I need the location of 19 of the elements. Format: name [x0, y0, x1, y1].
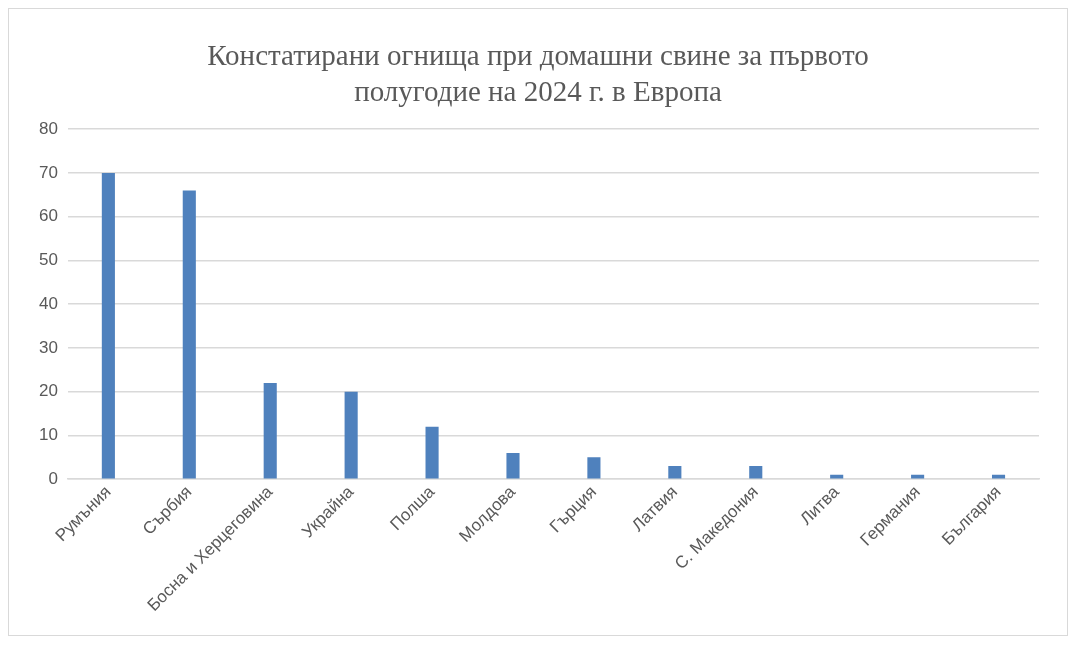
bar: [425, 426, 439, 479]
y-tick-label: 10: [38, 425, 58, 445]
bar: [506, 452, 520, 479]
y-tick-label: 0: [48, 468, 58, 488]
y-tick-label: 50: [38, 250, 58, 270]
y-tick-label: 80: [38, 118, 58, 138]
y-tick-label: 30: [38, 337, 58, 357]
bar: [263, 382, 277, 479]
bar: [587, 457, 601, 479]
y-tick-label: 40: [38, 293, 58, 313]
bar: [668, 466, 682, 479]
y-tick-label: 20: [38, 381, 58, 401]
bar: [182, 190, 196, 479]
bar: [344, 391, 358, 479]
y-tick-label: 60: [38, 206, 58, 226]
bar: [749, 466, 763, 479]
bar: [101, 172, 115, 479]
y-tick-label: 70: [38, 162, 58, 182]
chart-title: Констатирани огнища при домашни свине за първото полугодие на 2024 г. в Европа: [206, 38, 870, 109]
